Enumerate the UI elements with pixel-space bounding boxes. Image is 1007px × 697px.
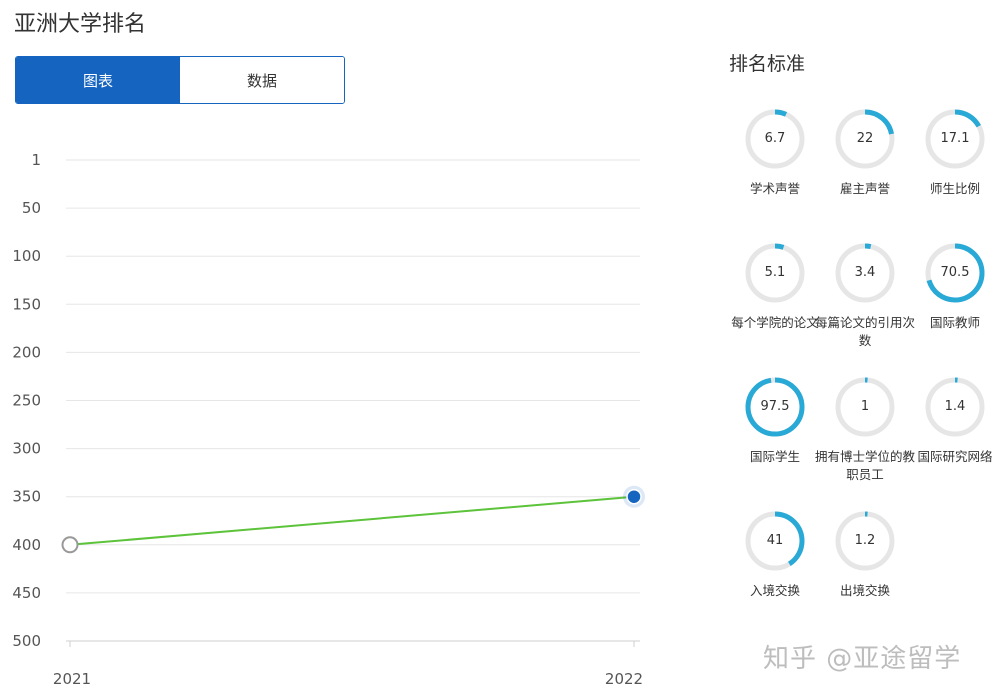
score-ring: 5.1 [744,242,806,304]
ring-gauge [745,511,805,571]
y-tick-label: 50 [22,199,41,217]
watermark: 知乎 @亚途留学 [763,644,962,674]
criterion-item: 1.2 出境交换 [815,510,915,600]
criterion-item: 22 雇主声誉 [815,108,915,198]
ring-gauge [745,243,805,303]
ring-gauge [835,377,895,437]
y-tick-label: 1 [31,151,41,169]
series-line [69,495,635,546]
criterion-score: 97.5 [760,399,790,414]
criterion-label: 出境交换 [839,583,890,598]
criterion-item: 70.5 国际教师 [905,242,1005,332]
criterion-label: 每篇论文的引用次数 [815,315,916,348]
ring-fill [745,109,805,169]
ring-gauge [835,243,895,303]
y-tick-label: 100 [12,247,41,265]
tab-data[interactable]: 数据 [180,57,344,103]
criterion-label: 国际研究网络 [917,449,993,464]
y-tick-label: 200 [12,343,41,361]
criterion-label: 国际教师 [929,315,980,330]
criterion-score: 22 [856,131,874,146]
ring-fill [745,377,805,437]
data-point [626,488,642,505]
criterion-item: 5.1 每个学院的论文 [725,242,825,332]
y-tick-label: 150 [12,295,41,313]
score-ring: 1.4 [924,376,986,438]
y-tick-label: 250 [12,392,41,410]
criterion-score: 1 [860,399,870,414]
criteria-title: 排名标准 [729,53,806,75]
y-tick-label: 300 [12,440,41,458]
criterion-score: 17.1 [940,131,970,146]
score-ring: 6.7 [744,108,806,170]
criterion-score: 1.4 [944,399,966,414]
ring-gauge [925,377,985,437]
criterion-label: 拥有博士学位的教职员工 [815,449,916,482]
score-ring: 97.5 [744,376,806,438]
criterion-score: 41 [766,533,784,548]
criterion-item: 6.7 学术声誉 [725,108,825,198]
score-ring: 41 [744,510,806,572]
view-tabs: 图表 数据 [15,56,345,104]
ring-fill [925,109,985,169]
ring-gauge [925,243,985,303]
criterion-item: 1.4 国际研究网络 [905,376,1005,466]
ring-gauge [835,109,895,169]
ring-fill [925,243,985,303]
ring-fill [835,377,895,437]
criterion-item: 97.5 国际学生 [725,376,825,466]
score-ring: 22 [834,108,896,170]
score-ring: 3.4 [834,242,896,304]
criterion-item: 1 拥有博士学位的教职员工 [815,376,915,484]
criterion-label: 国际学生 [749,449,800,464]
score-ring: 17.1 [924,108,986,170]
x-tick-label: 2022 [605,670,643,688]
ring-fill [835,511,895,571]
data-point [61,536,79,554]
score-ring: 1.2 [834,510,896,572]
y-tick-label: 450 [12,584,41,602]
y-tick-label: 500 [12,632,41,650]
ring-fill [925,377,985,437]
criterion-score: 1.2 [854,533,876,548]
x-tick-label: 2021 [53,670,91,688]
score-ring: 70.5 [924,242,986,304]
ring-fill [835,243,895,303]
criterion-label: 学术声誉 [749,181,800,196]
criterion-score: 6.7 [764,131,786,146]
criterion-label: 每个学院的论文 [731,315,819,330]
ring-fill [745,511,805,571]
y-tick-label: 400 [12,536,41,554]
criterion-label: 师生比例 [929,181,980,196]
criterion-label: 雇主声誉 [839,181,890,196]
criterion-score: 3.4 [854,265,876,280]
ring-gauge [745,377,805,437]
criterion-score: 70.5 [940,265,970,280]
y-tick-label: 350 [12,488,41,506]
ring-gauge [925,109,985,169]
ring-fill [745,243,805,303]
criterion-item: 17.1 师生比例 [905,108,1005,198]
criterion-score: 5.1 [764,265,786,280]
criterion-item: 3.4 每篇论文的引用次数 [815,242,915,350]
ring-fill [835,109,895,169]
score-ring: 1 [834,376,896,438]
page-title: 亚洲大学排名 [14,12,147,37]
tab-chart[interactable]: 图表 [16,57,180,103]
ring-gauge [835,511,895,571]
ring-gauge [745,109,805,169]
criterion-item: 41 入境交换 [725,510,825,600]
criterion-label: 入境交换 [749,583,800,598]
